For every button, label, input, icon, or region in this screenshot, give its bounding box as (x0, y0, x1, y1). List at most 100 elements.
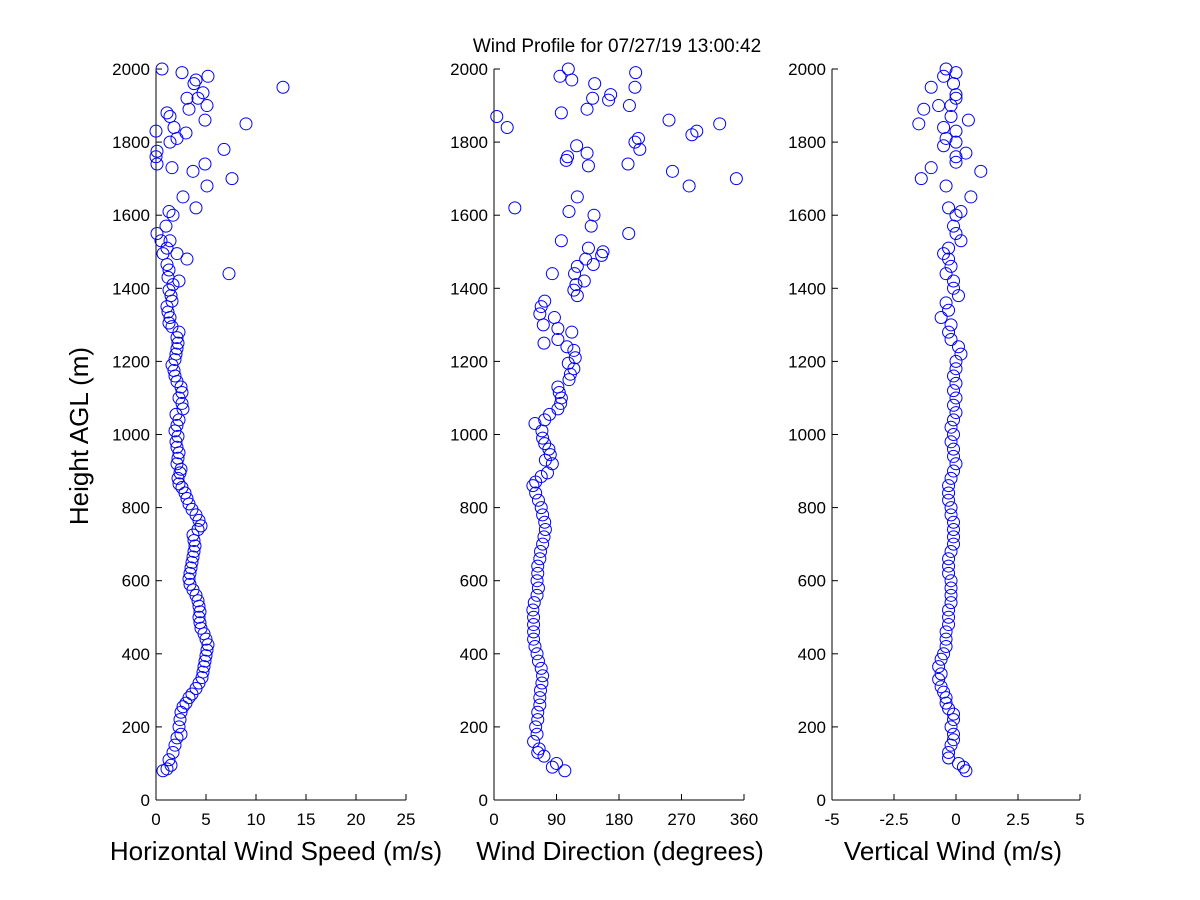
data-point (947, 398, 961, 412)
data-point (185, 687, 199, 701)
data-point (276, 80, 290, 94)
y-tick-label: 2000 (112, 60, 150, 79)
data-point (949, 354, 963, 368)
data-point (162, 316, 176, 330)
panel-horizontal-wind-speed: 0 200 400 600 800 1000 1200 1400 1600 1800 2000 0 5 1… (110, 60, 442, 866)
data-point (538, 294, 552, 308)
data-point (180, 491, 194, 505)
data-point (942, 618, 956, 632)
data-point (537, 336, 551, 350)
data-point (533, 552, 547, 566)
data-point (942, 201, 956, 215)
data-point (160, 106, 174, 120)
data-point (536, 537, 550, 551)
y-tick-label: 0 (479, 791, 488, 810)
data-point (536, 669, 550, 683)
data-point (150, 157, 164, 171)
data-point (937, 69, 951, 83)
data-point (197, 660, 211, 674)
data-point (682, 179, 696, 193)
data-point (567, 343, 581, 357)
data-point (947, 219, 961, 233)
data-point (174, 727, 188, 741)
data-point (170, 331, 184, 345)
data-point (554, 234, 568, 248)
data-point (942, 610, 956, 624)
data-point (182, 691, 196, 705)
data-point (170, 131, 184, 145)
y-tick-label: 200 (798, 718, 826, 737)
data-point (192, 610, 206, 624)
data-point (939, 632, 953, 646)
data-point (149, 150, 163, 164)
data-point (239, 117, 253, 131)
data-point (186, 550, 200, 564)
data-point (533, 698, 547, 712)
data-point (200, 643, 214, 657)
data-point (545, 267, 559, 281)
axes-direction: 0 200 400 600 800 1000 1200 1400 1600 1800 2000 0 90… (450, 60, 758, 829)
data-point (531, 493, 545, 507)
data-point (949, 376, 963, 390)
data-point (561, 62, 575, 76)
data-point (172, 477, 186, 491)
data-point (530, 647, 544, 661)
data-point (584, 219, 598, 233)
x-tick-label: 5 (201, 810, 210, 829)
data-point (171, 451, 185, 465)
y-tick-label: 0 (141, 791, 150, 810)
data-point (545, 457, 559, 471)
data-point (944, 318, 958, 332)
data-point (160, 241, 174, 255)
data-point (175, 480, 189, 494)
data-point (937, 139, 951, 153)
data-point (947, 384, 961, 398)
data-point (939, 639, 953, 653)
data-point (949, 135, 963, 149)
data-point (169, 347, 183, 361)
data-point (939, 296, 953, 310)
data-point (180, 252, 194, 266)
data-point (939, 179, 953, 193)
data-point (951, 340, 965, 354)
axes-vertical: 0 200 400 600 800 1000 1200 1400 1600 1800 2000 -5 -… (788, 60, 1085, 829)
data-point (947, 413, 961, 427)
data-point (196, 665, 210, 679)
data-point (942, 603, 956, 617)
data-point (942, 745, 956, 759)
data-point (536, 318, 550, 332)
y-tick-label: 800 (798, 499, 826, 518)
data-point (932, 672, 946, 686)
data-point (568, 351, 582, 365)
data-point (944, 508, 958, 522)
data-point (538, 515, 552, 529)
data-point (577, 274, 591, 288)
data-point (947, 464, 961, 478)
data-point (526, 479, 540, 493)
data-point (163, 110, 177, 124)
data-point (552, 385, 566, 399)
data-point (604, 88, 618, 102)
data-point (200, 99, 214, 113)
data-point (949, 124, 963, 138)
data-point (947, 369, 961, 383)
data-point (535, 424, 549, 438)
data-point (173, 713, 187, 727)
data-point (543, 448, 557, 462)
scatter-points-direction (490, 62, 743, 778)
data-point (956, 760, 970, 774)
data-point (187, 544, 201, 558)
x-tick-label: 25 (397, 810, 416, 829)
data-point (959, 764, 973, 778)
data-point (536, 431, 550, 445)
data-point (944, 720, 958, 734)
data-point (942, 241, 956, 255)
x-tick-label: 2.5 (1006, 810, 1030, 829)
data-point (951, 756, 965, 770)
data-point (530, 727, 544, 741)
data-point (944, 501, 958, 515)
data-point (947, 442, 961, 456)
data-point (200, 179, 214, 193)
data-point (536, 508, 550, 522)
data-point (201, 69, 215, 83)
